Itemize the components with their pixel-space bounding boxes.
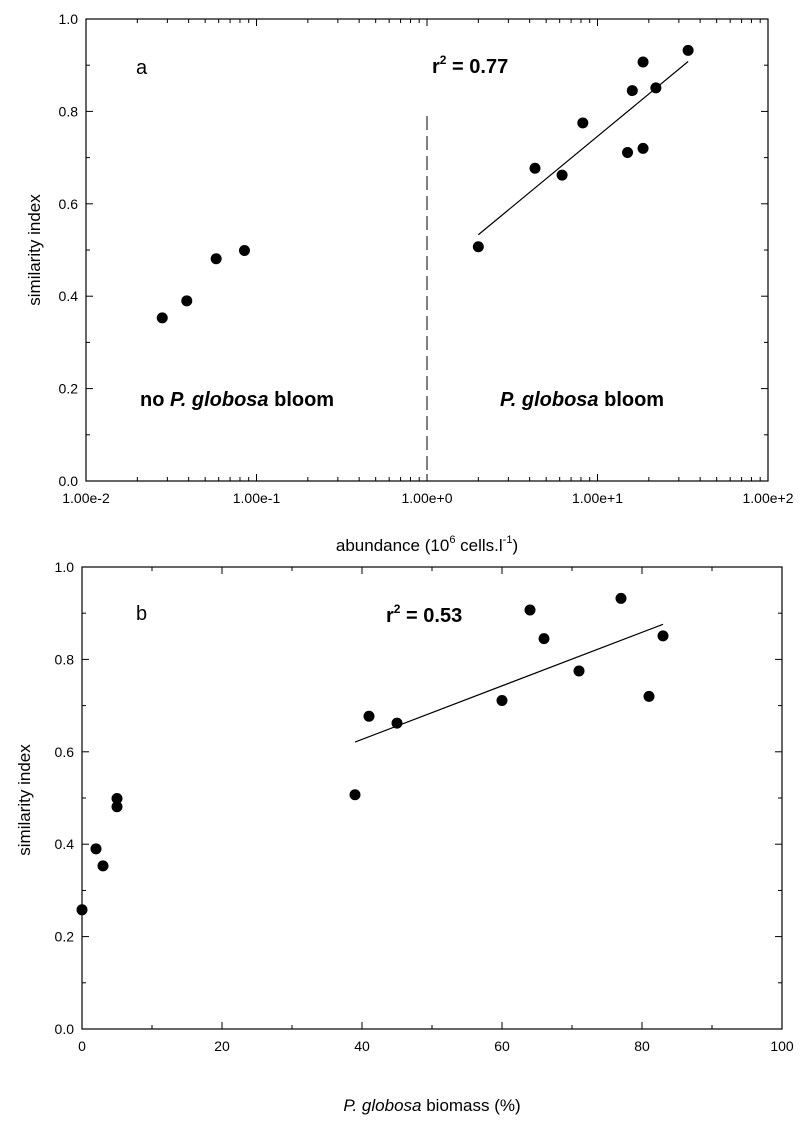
y-tick-label: 1.0: [59, 11, 79, 27]
data-points-b: [76, 592, 669, 916]
data-point: [622, 147, 634, 159]
data-point: [538, 633, 550, 645]
panel-a: 0.0 0.2 0.4 0.6 0.8 1.0 1.00e-2 1.00e-1 1.00e+0…: [25, 11, 794, 555]
r2-a-value: = 0.77: [446, 56, 508, 78]
data-point: [472, 241, 484, 253]
x-tick-label: 0: [78, 1038, 86, 1054]
x-tick-label: 1.00e+1: [572, 490, 623, 506]
x-axis-ticks-b: 0 20 40 60 80 100: [78, 567, 794, 1054]
x-axis-ticks-a: 1.00e-2 1.00e-1 1.00e+0 1.00e+1 1.00e+2: [62, 19, 794, 506]
data-point: [524, 604, 536, 616]
y-tick-label: 0.4: [55, 836, 75, 852]
data-point: [349, 789, 361, 801]
plot-frame-b: [81, 566, 783, 1030]
y-tick-label: 0.6: [59, 196, 79, 212]
data-point: [657, 630, 669, 642]
x-label-a-sup2: -1: [503, 534, 513, 546]
bloom-post: bloom: [599, 389, 665, 411]
data-point: [391, 717, 403, 729]
y-tick-label: 0.2: [55, 929, 75, 945]
data-point: [556, 169, 568, 181]
data-points-a: [156, 44, 694, 324]
data-point: [111, 801, 123, 813]
data-point: [76, 904, 88, 916]
data-point: [363, 710, 375, 722]
panel-letter-b: b: [136, 603, 147, 625]
data-point: [650, 82, 662, 94]
data-point: [97, 860, 109, 872]
r2-annotation-a: r2 = 0.77: [432, 53, 508, 78]
x-tick-label: 40: [354, 1038, 370, 1054]
data-point: [181, 295, 193, 307]
data-point: [615, 592, 627, 604]
y-axis-ticks-b: 0.0 0.2 0.4 0.6 0.8 1.0: [55, 559, 782, 1037]
y-tick-label: 0.2: [59, 381, 79, 397]
no-bloom-pre: no: [140, 389, 170, 411]
bloom-label: P. globosa bloom: [500, 389, 664, 411]
x-tick-label: 1.00e-1: [233, 490, 281, 506]
r2-a-exp: 2: [440, 53, 447, 67]
y-axis-label-a: similarity index: [25, 194, 44, 306]
no-bloom-label: no P. globosa bloom: [140, 389, 334, 411]
y-axis-label-b: similarity index: [15, 744, 34, 856]
data-point: [496, 695, 508, 707]
data-point: [573, 665, 585, 677]
data-point: [90, 843, 102, 855]
x-tick-label: 20: [214, 1038, 230, 1054]
regression-line-b: [354, 623, 664, 743]
x-tick-label: 100: [770, 1038, 794, 1054]
x-label-a-pre: abundance (10: [336, 536, 449, 555]
y-tick-label: 0.8: [59, 103, 79, 119]
bloom-italic: P. globosa: [500, 389, 599, 411]
data-point: [238, 244, 250, 256]
r2-a-prefix: r: [432, 56, 440, 78]
data-point: [637, 142, 649, 154]
panel-b: 0.0 0.2 0.4 0.6 0.8 1.0 0 20 40 60 80 100 similari…: [15, 559, 794, 1115]
data-point: [529, 162, 541, 174]
y-tick-label: 0.0: [55, 1021, 75, 1037]
r2-b-prefix: r: [386, 605, 394, 627]
panel-letter-a: a: [136, 57, 148, 79]
x-tick-label: 1.00e-2: [62, 490, 110, 506]
data-point: [643, 690, 655, 702]
x-label-a-post: ): [512, 536, 518, 555]
no-bloom-italic: P. globosa: [170, 389, 269, 411]
data-point: [682, 44, 694, 56]
x-tick-label: 80: [634, 1038, 650, 1054]
data-point: [111, 792, 123, 804]
y-tick-label: 0.8: [55, 651, 75, 667]
data-point: [626, 85, 638, 97]
r2-annotation-b: r2 = 0.53: [386, 602, 462, 627]
x-axis-label-a: abundance (106 cells.l-1): [336, 534, 518, 555]
x-label-b-post: biomass (%): [421, 1096, 520, 1115]
data-point: [637, 56, 649, 68]
x-tick-label: 1.00e+2: [743, 490, 794, 506]
x-axis-label-b: P. globosa biomass (%): [343, 1096, 520, 1115]
x-tick-label: 1.00e+0: [402, 490, 453, 506]
y-tick-label: 0.6: [55, 744, 75, 760]
x-label-a-sup1: 6: [449, 534, 455, 546]
no-bloom-post: bloom: [269, 389, 335, 411]
y-tick-label: 0.0: [59, 473, 79, 489]
y-axis-ticks-a: 0.0 0.2 0.4 0.6 0.8 1.0: [59, 11, 768, 489]
y-tick-label: 0.4: [59, 288, 79, 304]
x-tick-label: 60: [494, 1038, 510, 1054]
r2-b-exp: 2: [394, 602, 401, 616]
r2-b-value: = 0.53: [400, 605, 462, 627]
y-tick-label: 1.0: [55, 559, 75, 575]
data-point: [156, 312, 168, 324]
x-label-b-italic: P. globosa: [343, 1096, 421, 1115]
data-point: [210, 253, 222, 265]
x-label-a-mid: cells.l: [455, 536, 502, 555]
data-point: [577, 117, 589, 129]
